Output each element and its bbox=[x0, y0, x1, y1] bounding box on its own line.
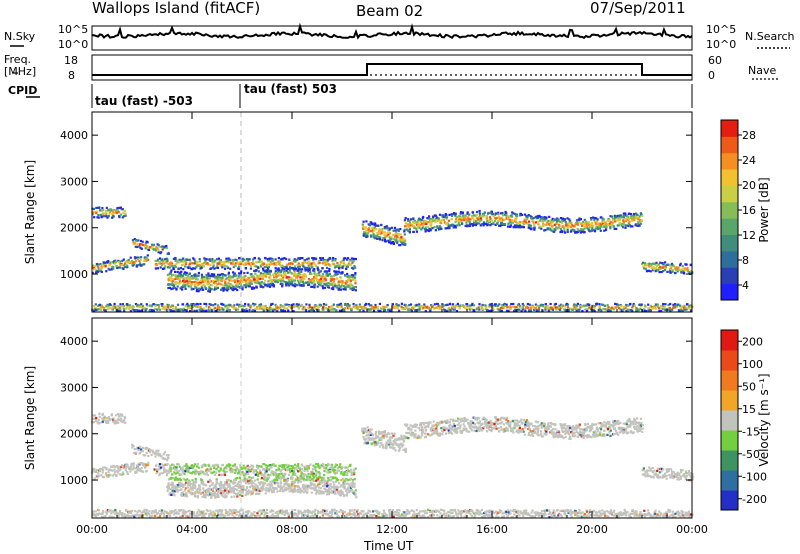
power-colorbar: 28 24 20 16 12 8 4 bbox=[721, 120, 756, 301]
x-tick-label: 04:00 bbox=[176, 523, 208, 536]
beam-title: Beam 02 bbox=[356, 2, 424, 20]
x-tick-label: 16:00 bbox=[476, 523, 508, 536]
colorbar-swatch bbox=[721, 430, 738, 451]
colorbar-swatch bbox=[721, 330, 738, 351]
velocity-colorbar: 200 100 50 15 -15 -50 -100 -200 bbox=[721, 330, 767, 511]
velocity-data-layer bbox=[91, 412, 695, 519]
frequency-panel bbox=[12, 54, 780, 81]
noise-panel bbox=[10, 22, 790, 51]
y-tick-label: 3000 bbox=[60, 175, 88, 188]
cpid-panel bbox=[26, 84, 693, 108]
cpid-label: CPID bbox=[8, 84, 38, 97]
nave-label: Nave bbox=[748, 64, 777, 77]
x-tick-label: 00:00 bbox=[76, 523, 108, 536]
x-tick-label: 00:00 bbox=[676, 523, 708, 536]
colorbar-swatch bbox=[721, 169, 738, 186]
y-tick-label: 3000 bbox=[60, 381, 88, 394]
colorbar-swatch bbox=[721, 350, 738, 371]
colorbar-tick-label: -15 bbox=[742, 425, 760, 438]
colorbar-tick-label: 200 bbox=[742, 335, 763, 348]
colorbar-swatch bbox=[721, 390, 738, 411]
y-tick-label: 4000 bbox=[60, 335, 88, 348]
y-tick-label: 2000 bbox=[60, 428, 88, 441]
nave-right-tick-top: 60 bbox=[708, 54, 722, 67]
noise-sky-line bbox=[92, 22, 693, 40]
noise-left-tick-bottom: 10^0 bbox=[58, 38, 89, 51]
date-title: 07/Sep/2011 bbox=[590, 0, 686, 17]
x-tick-label: 20:00 bbox=[576, 523, 608, 536]
colorbar-tick-label: 15 bbox=[742, 403, 756, 416]
freq-label: Freq. bbox=[4, 53, 32, 66]
freq-left-tick-bottom: 8 bbox=[68, 69, 75, 82]
colorbar-swatch bbox=[721, 218, 738, 236]
colorbar-tick-label: 28 bbox=[742, 129, 756, 142]
power-data-layer bbox=[91, 206, 694, 313]
velocity-colorbar-label: Velocity [m s⁻¹] bbox=[757, 373, 771, 466]
power-colorbar-label: Power [dB] bbox=[757, 177, 771, 242]
cpid-segment-2: tau (fast) 503 bbox=[244, 82, 337, 96]
colorbar-tick-label: -50 bbox=[742, 448, 760, 461]
colorbar-tick-label: -200 bbox=[742, 493, 767, 506]
colorbar-swatch bbox=[721, 234, 738, 252]
freq-left-tick-top: 18 bbox=[64, 54, 78, 67]
colorbar-swatch bbox=[721, 136, 738, 154]
colorbar-tick-label: 100 bbox=[742, 358, 763, 371]
frequency-line bbox=[92, 63, 692, 76]
velocity-panel: 1000 2000 3000 4000 00:00 04:00 08:00 12:00 16:… bbox=[60, 317, 708, 536]
colorbar-swatch bbox=[721, 370, 738, 391]
colorbar-tick-label: -100 bbox=[742, 470, 767, 483]
colorbar-swatch bbox=[721, 250, 738, 268]
colorbar-tick-label: 12 bbox=[742, 229, 756, 242]
colorbar-swatch bbox=[721, 490, 738, 511]
y-tick-label: 1000 bbox=[60, 474, 88, 487]
freq-unit-label: [MHz] bbox=[4, 65, 37, 78]
y-tick-label: 1000 bbox=[60, 268, 88, 281]
y-tick-label: 2000 bbox=[60, 222, 88, 235]
noise-right-tick-bottom: 10^0 bbox=[706, 38, 737, 51]
colorbar-swatch bbox=[721, 267, 738, 285]
velocity-y-axis-label: Slant Range [km] bbox=[23, 366, 37, 470]
colorbar-tick-label: 20 bbox=[742, 179, 756, 192]
colorbar-swatch bbox=[721, 283, 738, 301]
y-tick-label: 4000 bbox=[60, 129, 88, 142]
colorbar-tick-label: 24 bbox=[742, 154, 756, 167]
nave-right-tick-bottom: 0 bbox=[708, 69, 715, 82]
colorbar-swatch bbox=[721, 152, 738, 170]
noise-left-tick-top: 10^5 bbox=[58, 23, 89, 36]
colorbar-swatch bbox=[721, 450, 738, 471]
noise-sky-label: N.Sky bbox=[4, 30, 36, 43]
noise-search-label: N.Search bbox=[745, 30, 795, 43]
colorbar-swatch bbox=[721, 410, 738, 431]
colorbar-swatch bbox=[721, 201, 738, 219]
colorbar-swatch bbox=[721, 120, 738, 137]
x-tick-label: 12:00 bbox=[376, 523, 408, 536]
cpid-segment-1: tau (fast) -503 bbox=[95, 94, 193, 108]
power-panel: 1000 2000 3000 4000 bbox=[60, 111, 694, 313]
colorbar-tick-label: 8 bbox=[742, 254, 749, 267]
noise-right-tick-top: 10^5 bbox=[706, 23, 737, 36]
colorbar-tick-label: 4 bbox=[742, 279, 749, 292]
power-y-axis-label: Slant Range [km] bbox=[23, 160, 37, 264]
x-tick-label: 08:00 bbox=[276, 523, 308, 536]
colorbar-tick-label: 50 bbox=[742, 380, 756, 393]
station-title: Wallops Island (fitACF) bbox=[92, 0, 261, 17]
colorbar-swatch bbox=[721, 185, 738, 203]
x-axis-label: Time UT bbox=[364, 539, 414, 553]
colorbar-swatch bbox=[721, 470, 738, 491]
colorbar-tick-label: 16 bbox=[742, 204, 756, 217]
